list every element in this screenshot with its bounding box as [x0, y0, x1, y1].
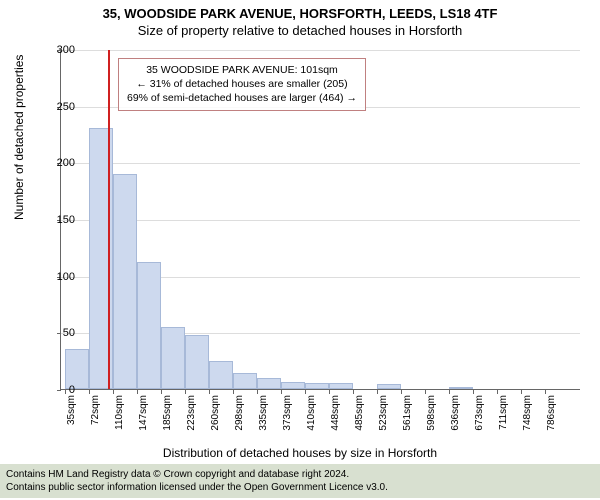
- histogram-bar: [113, 174, 137, 389]
- xtick-label: 598sqm: [426, 395, 437, 435]
- xtick-mark: [497, 390, 498, 394]
- attribution-line: Contains HM Land Registry data © Crown c…: [6, 468, 594, 481]
- xtick-label: 72sqm: [90, 395, 101, 435]
- xtick-mark: [113, 390, 114, 394]
- histogram-bar: [233, 373, 257, 389]
- xtick-label: 298sqm: [234, 395, 245, 435]
- gridline: [61, 50, 580, 51]
- gridline: [61, 220, 580, 221]
- histogram-bar: [257, 378, 281, 389]
- xtick-label: 147sqm: [138, 395, 149, 435]
- xtick-label: 110sqm: [114, 395, 125, 435]
- info-line-size: 35 WOODSIDE PARK AVENUE: 101sqm: [127, 63, 357, 77]
- xtick-mark: [233, 390, 234, 394]
- xtick-mark: [401, 390, 402, 394]
- xtick-label: 373sqm: [282, 395, 293, 435]
- x-axis-label: Distribution of detached houses by size …: [0, 446, 600, 460]
- xtick-label: 485sqm: [354, 395, 365, 435]
- page-title: 35, WOODSIDE PARK AVENUE, HORSFORTH, LEE…: [0, 0, 600, 21]
- ytick-label: 150: [45, 214, 75, 226]
- histogram-bar: [377, 384, 401, 389]
- xtick-mark: [449, 390, 450, 394]
- histogram-bar: [305, 383, 329, 389]
- histogram-bar: [137, 262, 161, 389]
- xtick-mark: [545, 390, 546, 394]
- xtick-label: 673sqm: [474, 395, 485, 435]
- xtick-label: 636sqm: [450, 395, 461, 435]
- xtick-label: 711sqm: [498, 395, 509, 435]
- xtick-label: 410sqm: [306, 395, 317, 435]
- xtick-mark: [425, 390, 426, 394]
- histogram-bar: [185, 335, 209, 389]
- xtick-mark: [89, 390, 90, 394]
- xtick-mark: [305, 390, 306, 394]
- xtick-label: 448sqm: [330, 395, 341, 435]
- xtick-label: 561sqm: [402, 395, 413, 435]
- xtick-mark: [161, 390, 162, 394]
- xtick-mark: [209, 390, 210, 394]
- xtick-label: 185sqm: [162, 395, 173, 435]
- xtick-label: 523sqm: [378, 395, 389, 435]
- ytick-label: 250: [45, 101, 75, 113]
- info-line-larger: 69% of semi-detached houses are larger (…: [127, 91, 357, 105]
- xtick-mark: [185, 390, 186, 394]
- histogram-bar: [209, 361, 233, 389]
- xtick-mark: [377, 390, 378, 394]
- info-line-smaller: ← 31% of detached houses are smaller (20…: [127, 77, 357, 91]
- xtick-mark: [257, 390, 258, 394]
- xtick-label: 35sqm: [66, 395, 77, 435]
- property-marker-annotation: 35 WOODSIDE PARK AVENUE: 101sqm ← 31% of…: [118, 58, 366, 111]
- property-marker-line: [108, 50, 110, 389]
- xtick-label: 748sqm: [522, 395, 533, 435]
- y-axis-label: Number of detached properties: [12, 55, 26, 220]
- attribution-footer: Contains HM Land Registry data © Crown c…: [0, 464, 600, 498]
- ytick-label: 300: [45, 44, 75, 56]
- histogram-bar: [161, 327, 185, 389]
- ytick-label: 50: [45, 327, 75, 339]
- xtick-mark: [473, 390, 474, 394]
- histogram-bar: [281, 382, 305, 389]
- ytick-label: 200: [45, 157, 75, 169]
- page-subtitle: Size of property relative to detached ho…: [0, 21, 600, 38]
- xtick-label: 223sqm: [186, 395, 197, 435]
- gridline: [61, 163, 580, 164]
- xtick-label: 260sqm: [210, 395, 221, 435]
- xtick-mark: [329, 390, 330, 394]
- xtick-mark: [353, 390, 354, 394]
- xtick-label: 335sqm: [258, 395, 269, 435]
- xtick-mark: [521, 390, 522, 394]
- xtick-mark: [281, 390, 282, 394]
- histogram-bar: [449, 387, 473, 389]
- xtick-label: 786sqm: [546, 395, 557, 435]
- attribution-line: Contains public sector information licen…: [6, 481, 594, 494]
- histogram-bar: [329, 383, 353, 389]
- ytick-label: 100: [45, 271, 75, 283]
- xtick-mark: [137, 390, 138, 394]
